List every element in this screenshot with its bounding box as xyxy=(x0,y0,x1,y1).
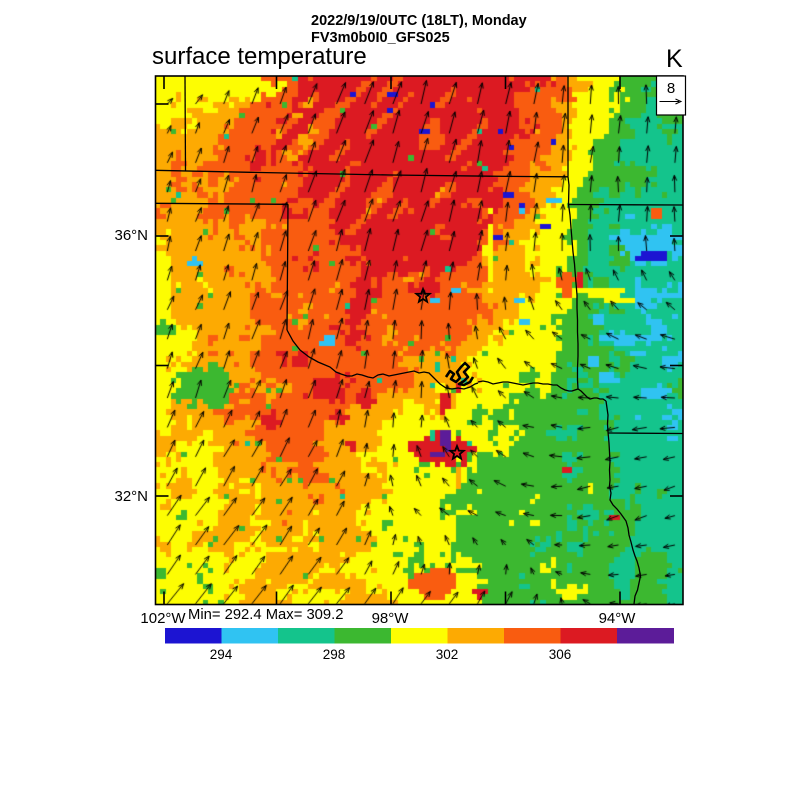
svg-text:8: 8 xyxy=(667,80,675,97)
